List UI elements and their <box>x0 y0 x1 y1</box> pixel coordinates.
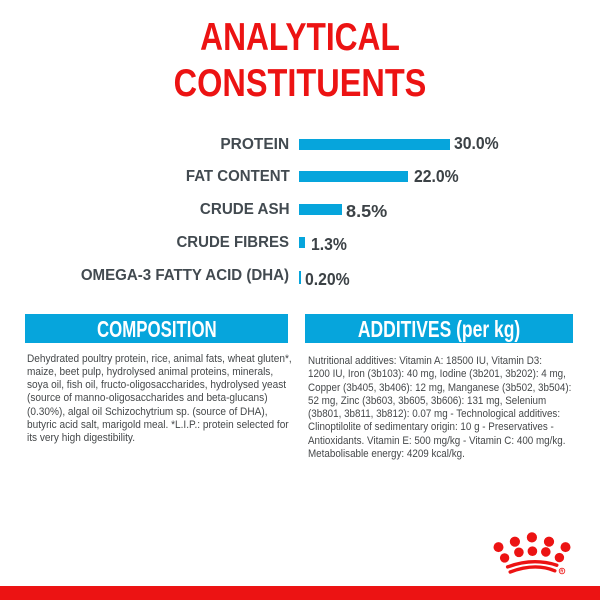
svg-text:R: R <box>560 568 563 573</box>
